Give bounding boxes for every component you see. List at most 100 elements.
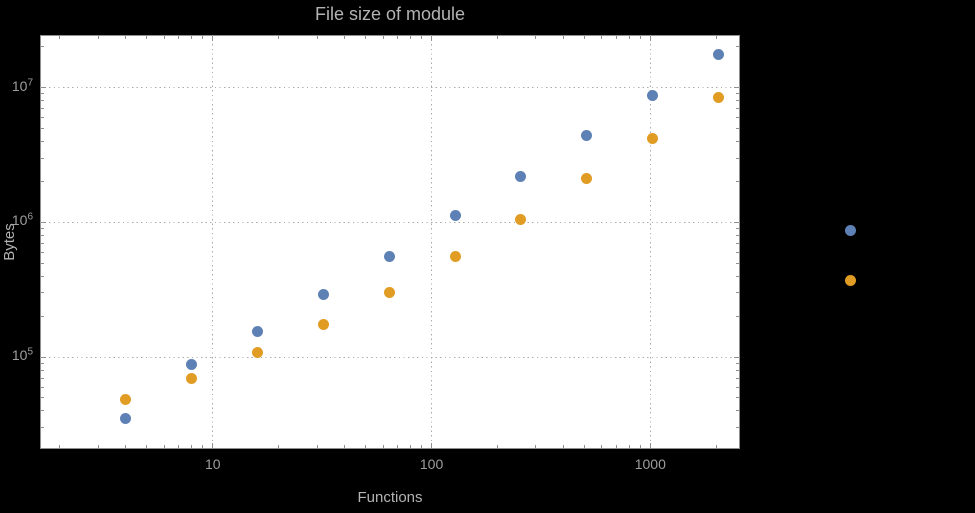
y-tick-mark (41, 397, 44, 399)
x-tick-mark (583, 445, 585, 448)
y-tick-mark (736, 157, 739, 159)
data-point (383, 287, 395, 299)
gridline-horizontal (40, 356, 740, 358)
y-tick-mark (41, 127, 44, 129)
x-tick-mark (146, 445, 148, 448)
y-tick-mark (734, 356, 739, 358)
x-tick-mark (649, 36, 651, 41)
y-tick-mark (736, 427, 739, 429)
y-tick-mark (736, 362, 739, 364)
y-tick-mark (736, 316, 739, 318)
gridline-horizontal (40, 86, 740, 89)
y-tick-mark (736, 397, 739, 399)
y-tick-mark (41, 410, 44, 412)
x-tick-mark (344, 445, 345, 448)
y-tick-mark (736, 242, 739, 244)
x-tick-mark (628, 445, 630, 448)
x-tick-mark (615, 36, 617, 39)
data-point (515, 170, 527, 182)
x-tick-label: 10 (205, 456, 221, 472)
data-point (647, 132, 659, 144)
x-tick-mark (615, 445, 617, 448)
x-tick-mark (639, 445, 641, 448)
x-axis-label: Functions (357, 489, 423, 506)
y-tick-mark (41, 369, 44, 371)
y-tick-mark (734, 221, 739, 223)
y-tick-label: 106 (11, 211, 33, 229)
x-tick-mark (583, 36, 585, 39)
data-point (120, 413, 132, 425)
y-tick-mark (736, 410, 739, 412)
y-tick-mark (41, 107, 44, 109)
y-tick-mark (41, 362, 44, 364)
x-tick-mark (278, 36, 280, 39)
y-tick-mark (736, 140, 739, 142)
y-tick-mark (41, 117, 44, 118)
y-tick-mark (736, 46, 739, 48)
y-tick-mark (41, 356, 46, 358)
y-tick-mark (41, 292, 44, 294)
x-tick-mark (365, 36, 367, 39)
y-tick-mark (736, 228, 739, 230)
data-point (581, 173, 593, 185)
x-tick-mark (562, 36, 564, 39)
x-tick-mark (496, 36, 498, 39)
y-tick-mark (41, 386, 44, 388)
x-tick-mark (163, 445, 165, 448)
x-tick-mark (601, 445, 603, 448)
x-tick-mark (163, 36, 165, 39)
y-tick-mark (736, 292, 739, 294)
y-tick-mark (41, 100, 44, 102)
y-tick-mark (736, 93, 739, 95)
data-point (449, 210, 461, 222)
gridline-vertical (430, 35, 433, 449)
x-tick-mark (409, 36, 411, 39)
x-tick-mark (97, 36, 99, 39)
y-tick-label: 107 (11, 76, 33, 94)
x-tick-mark (397, 445, 399, 448)
x-tick-mark (191, 36, 193, 39)
x-tick-mark (365, 445, 367, 448)
x-tick-mark (125, 445, 127, 448)
data-point (186, 359, 198, 371)
x-tick-mark (535, 36, 537, 39)
x-tick-label: 100 (419, 456, 444, 472)
y-tick-mark (41, 221, 46, 223)
y-tick-mark (41, 377, 44, 379)
x-tick-mark (316, 445, 318, 448)
y-tick-mark (736, 107, 739, 109)
x-tick-mark (212, 443, 214, 448)
x-tick-mark (191, 445, 193, 448)
y-tick-mark (41, 251, 44, 253)
y-tick-mark (41, 140, 44, 142)
x-tick-mark (125, 36, 127, 39)
data-point (844, 225, 856, 237)
y-tick-mark (41, 228, 44, 230)
x-tick-mark (431, 443, 433, 448)
y-tick-mark (41, 235, 44, 236)
x-tick-mark (535, 445, 537, 448)
x-tick-mark (382, 36, 384, 39)
x-tick-mark (397, 36, 399, 39)
x-tick-mark (382, 445, 384, 448)
data-point (844, 275, 856, 287)
data-point (120, 393, 132, 405)
x-tick-mark (344, 36, 345, 39)
data-point (712, 49, 724, 61)
y-tick-mark (736, 127, 739, 129)
x-tick-mark (202, 445, 204, 448)
data-point (712, 92, 724, 104)
data-point (317, 289, 329, 301)
y-tick-mark (734, 87, 739, 89)
y-tick-mark (736, 251, 739, 253)
x-tick-mark (496, 445, 498, 448)
x-tick-mark (59, 36, 61, 39)
y-tick-mark (41, 242, 44, 244)
x-tick-mark (601, 36, 603, 39)
y-axis-label: Bytes (1, 223, 18, 261)
y-tick-mark (41, 181, 44, 183)
chart-title: File size of module (314, 4, 466, 24)
gridline-horizontal (40, 221, 740, 224)
